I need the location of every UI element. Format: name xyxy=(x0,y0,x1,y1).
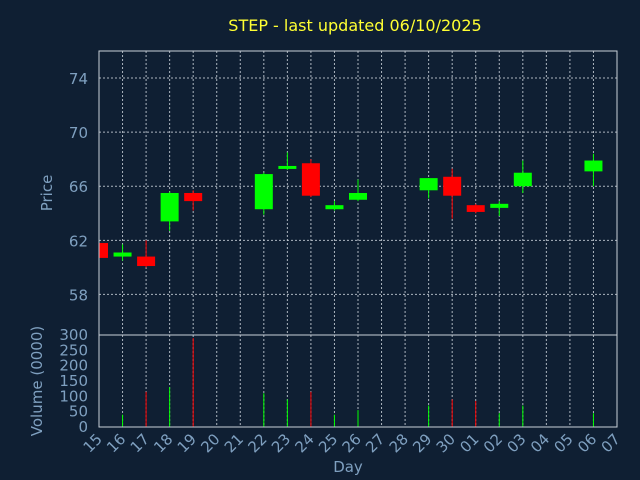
volume-frame xyxy=(98,334,618,428)
volume-tick-label: 50 xyxy=(69,403,88,421)
price-candles xyxy=(98,152,603,268)
volume-tick-label: 200 xyxy=(59,357,88,375)
candle-body xyxy=(490,203,509,208)
volume-tick-label: 300 xyxy=(59,326,88,344)
candle-body xyxy=(349,193,367,200)
price-tick-label: 70 xyxy=(69,124,88,142)
x-tick-label: 26 xyxy=(339,430,365,456)
x-tick-label: 29 xyxy=(409,430,435,456)
x-tick-label: 18 xyxy=(150,430,176,456)
volume-tick-label: 0 xyxy=(78,418,88,436)
x-tick-label: 03 xyxy=(503,430,529,456)
x-tick-label: 21 xyxy=(221,430,247,456)
candle-body xyxy=(419,178,438,191)
price-axis-label: Price xyxy=(38,175,56,212)
price-tick-label: 74 xyxy=(69,70,88,88)
candle-body xyxy=(325,205,344,210)
candle-body xyxy=(584,160,603,172)
price-tick-label: 62 xyxy=(69,232,88,250)
x-tick-label: 28 xyxy=(386,430,412,456)
price-tick-label: 66 xyxy=(69,178,88,196)
chart-title: STEP - last updated 06/10/2025 xyxy=(228,16,481,35)
volume-tick-label: 250 xyxy=(59,341,88,359)
x-tick-label: 06 xyxy=(574,430,600,456)
x-tick-label: 16 xyxy=(103,430,129,456)
candle-body xyxy=(137,256,156,267)
x-tick-label: 17 xyxy=(127,430,153,456)
candle-body xyxy=(301,163,320,196)
x-tick-label: 27 xyxy=(362,430,388,456)
volume-tick-label: 100 xyxy=(59,387,88,405)
candle-body xyxy=(184,193,203,202)
candle-body xyxy=(278,165,297,169)
x-tick-label: 30 xyxy=(433,430,459,456)
candle-body xyxy=(466,205,485,212)
x-tick-label: 24 xyxy=(292,430,318,456)
x-tick-label: 01 xyxy=(456,430,482,456)
price-panel: 58 62 66 70 74 Price xyxy=(38,50,618,336)
x-tick-label: 19 xyxy=(174,430,200,456)
volume-tick-label: 150 xyxy=(59,372,88,390)
x-axis-label: Day xyxy=(333,458,363,476)
candle-body xyxy=(513,172,532,187)
volume-axis-label: Volume (0000) xyxy=(28,326,46,436)
x-tick-label: 23 xyxy=(268,430,294,456)
x-tick-labels: 1516171819202122232425262728293001020304… xyxy=(80,430,624,456)
x-tick-label: 07 xyxy=(598,430,624,456)
x-tick-label: 22 xyxy=(244,430,270,456)
candle-body xyxy=(254,174,273,210)
x-tick-label: 04 xyxy=(527,430,553,456)
candle-body xyxy=(99,243,108,258)
price-tick-labels: 58 62 66 70 74 xyxy=(69,70,88,304)
x-tick-label: 05 xyxy=(551,430,577,456)
volume-bars xyxy=(122,338,594,427)
x-tick-label: 02 xyxy=(480,430,506,456)
x-tick-label: 25 xyxy=(315,430,341,456)
x-tick-label: 20 xyxy=(197,430,223,456)
candle-body xyxy=(113,252,132,257)
candle-body xyxy=(160,193,179,222)
price-tick-label: 58 xyxy=(69,286,88,304)
candle-body xyxy=(443,176,462,196)
